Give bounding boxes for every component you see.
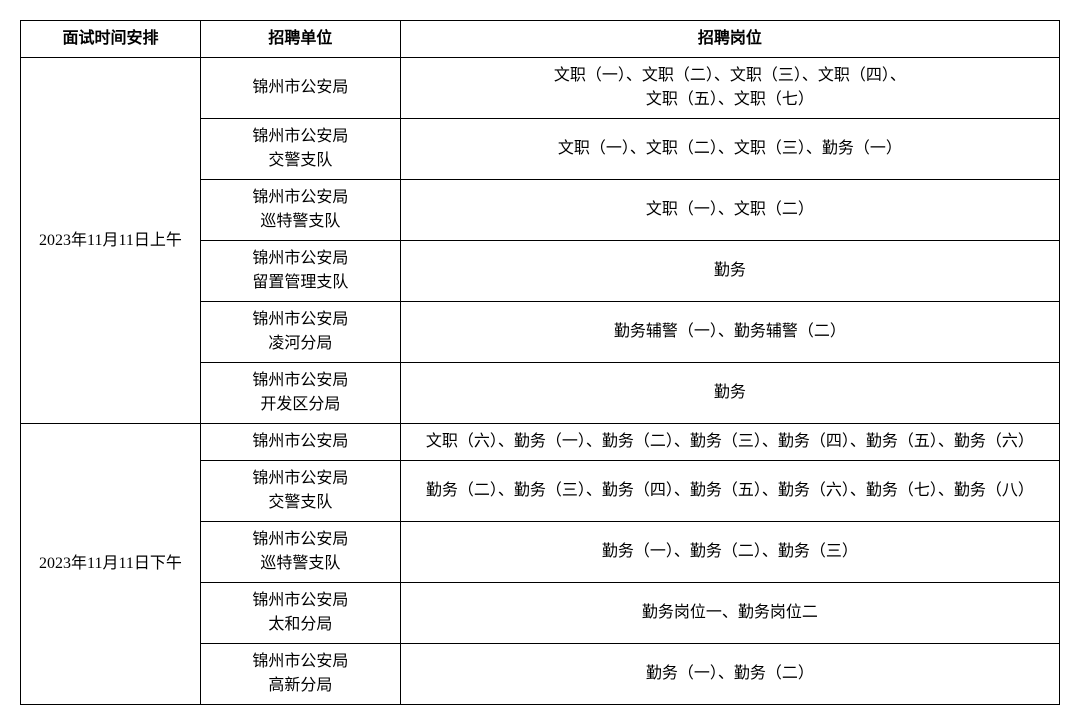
post-cell: 勤务 [400, 363, 1059, 424]
interview-schedule-table: 面试时间安排 招聘单位 招聘岗位 2023年11月11日上午 锦州市公安局 文职… [20, 20, 1060, 705]
unit-cell: 锦州市公安局高新分局 [200, 644, 400, 705]
unit-cell: 锦州市公安局留置管理支队 [200, 241, 400, 302]
post-cell: 勤务 [400, 241, 1059, 302]
header-row: 面试时间安排 招聘单位 招聘岗位 [21, 21, 1060, 58]
unit-cell: 锦州市公安局交警支队 [200, 119, 400, 180]
header-post: 招聘岗位 [400, 21, 1059, 58]
post-cell: 勤务（一）、勤务（二） [400, 644, 1059, 705]
post-cell: 勤务（二）、勤务（三）、勤务（四）、勤务（五）、勤务（六）、勤务（七）、勤务（八… [400, 461, 1059, 522]
header-time: 面试时间安排 [21, 21, 201, 58]
table-row: 2023年11月11日上午 锦州市公安局 文职（一）、文职（二）、文职（三）、文… [21, 58, 1060, 119]
post-cell: 勤务辅警（一）、勤务辅警（二） [400, 302, 1059, 363]
time-cell-morning: 2023年11月11日上午 [21, 58, 201, 424]
post-cell: 勤务（一）、勤务（二）、勤务（三） [400, 522, 1059, 583]
header-unit: 招聘单位 [200, 21, 400, 58]
unit-cell: 锦州市公安局太和分局 [200, 583, 400, 644]
time-cell-afternoon: 2023年11月11日下午 [21, 424, 201, 705]
post-cell: 文职（六）、勤务（一）、勤务（二）、勤务（三）、勤务（四）、勤务（五）、勤务（六… [400, 424, 1059, 461]
unit-cell: 锦州市公安局开发区分局 [200, 363, 400, 424]
post-cell: 文职（一）、文职（二）、文职（三）、勤务（一） [400, 119, 1059, 180]
unit-cell: 锦州市公安局交警支队 [200, 461, 400, 522]
post-cell: 文职（一）、文职（二）、文职（三）、文职（四）、文职（五）、文职（七） [400, 58, 1059, 119]
unit-cell: 锦州市公安局凌河分局 [200, 302, 400, 363]
unit-cell: 锦州市公安局巡特警支队 [200, 522, 400, 583]
post-cell: 文职（一）、文职（二） [400, 180, 1059, 241]
post-cell: 勤务岗位一、勤务岗位二 [400, 583, 1059, 644]
unit-cell: 锦州市公安局 [200, 424, 400, 461]
unit-cell: 锦州市公安局巡特警支队 [200, 180, 400, 241]
table-body: 2023年11月11日上午 锦州市公安局 文职（一）、文职（二）、文职（三）、文… [21, 58, 1060, 705]
unit-cell: 锦州市公安局 [200, 58, 400, 119]
table-row: 2023年11月11日下午 锦州市公安局 文职（六）、勤务（一）、勤务（二）、勤… [21, 424, 1060, 461]
